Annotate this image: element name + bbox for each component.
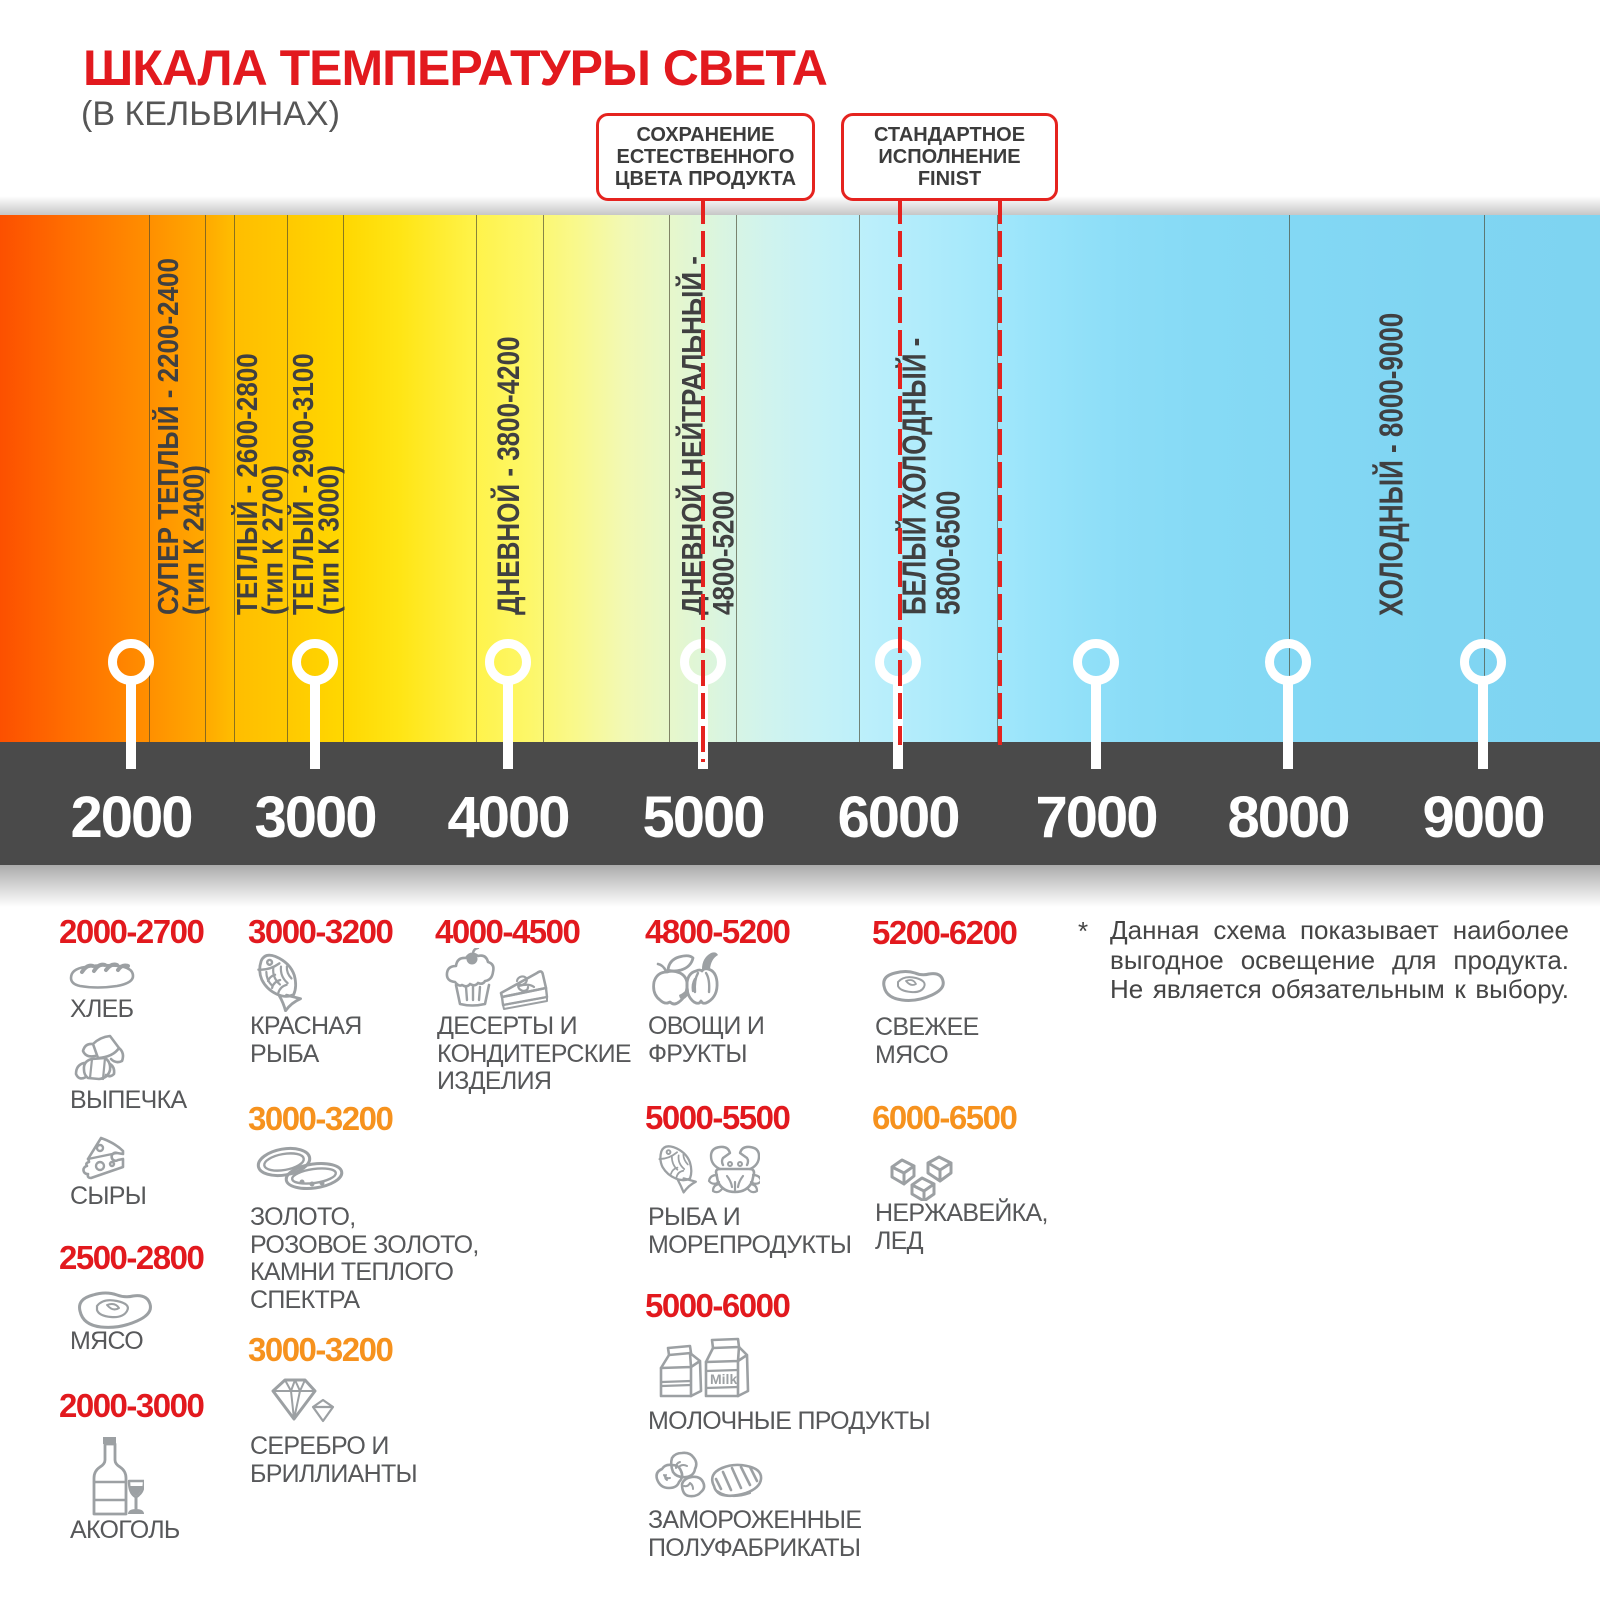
svg-text:Milk: Milk [710, 1371, 737, 1387]
